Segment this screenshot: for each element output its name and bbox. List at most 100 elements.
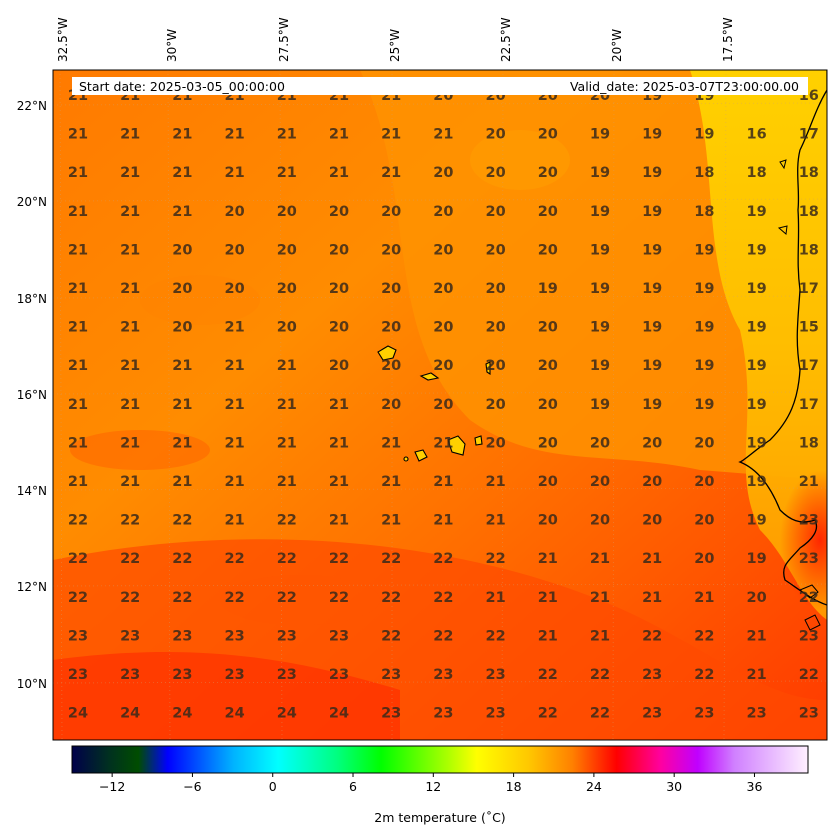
grid-value-r1-c2: 21 (172, 127, 192, 143)
colorbar-ticks: −12 −6 0 6 12 18 24 30 36 (99, 773, 763, 794)
grid-value-r14-c10: 21 (590, 628, 610, 644)
grid-value-r2-c0: 21 (68, 165, 88, 181)
grid-value-r12-c0: 22 (68, 551, 88, 567)
colorbar-tick-label-1: −6 (183, 779, 201, 794)
grid-value-r6-c10: 19 (590, 320, 610, 336)
grid-value-r10-c2: 21 (172, 474, 192, 490)
colorbar-tick-label-7: 30 (666, 779, 682, 794)
grid-value-r4-c4: 20 (277, 242, 297, 258)
grid-value-r16-c8: 23 (486, 706, 506, 722)
grid-value-r3-c0: 21 (68, 204, 88, 220)
grid-value-r16-c11: 23 (642, 706, 662, 722)
grid-value-r9-c4: 21 (277, 435, 297, 451)
grid-value-r2-c10: 19 (590, 165, 610, 181)
colorbar-tick-label-8: 36 (747, 779, 763, 794)
grid-value-r9-c5: 21 (329, 435, 349, 451)
grid-value-r1-c3: 21 (225, 127, 245, 143)
grid-value-r7-c13: 19 (747, 358, 767, 374)
colorbar-title: 2m temperature (˚C) (374, 810, 505, 825)
grid-value-r6-c3: 21 (225, 320, 245, 336)
grid-value-r14-c8: 22 (486, 628, 506, 644)
grid-value-r16-c4: 24 (277, 706, 297, 722)
grid-value-r9-c7: 21 (433, 435, 453, 451)
grid-value-r12-c8: 22 (486, 551, 506, 567)
colorbar-tick-label-6: 24 (586, 779, 602, 794)
grid-value-r15-c11: 23 (642, 667, 662, 683)
grid-value-r8-c14: 17 (799, 397, 819, 413)
grid-value-r6-c7: 20 (433, 320, 453, 336)
grid-value-r10-c9: 20 (538, 474, 558, 490)
colorbar-tick-label-0: −12 (99, 779, 125, 794)
grid-value-r8-c5: 21 (329, 397, 349, 413)
grid-value-r9-c8: 20 (486, 435, 506, 451)
grid-value-r5-c8: 20 (486, 281, 506, 297)
grid-value-r1-c5: 21 (329, 127, 349, 143)
map-field (53, 70, 827, 740)
grid-value-r2-c2: 21 (172, 165, 192, 181)
grid-value-r7-c1: 21 (120, 358, 140, 374)
grid-value-r8-c6: 20 (381, 397, 401, 413)
colorbar-tick-label-3: 6 (349, 779, 357, 794)
grid-value-r13-c8: 21 (486, 590, 506, 606)
grid-value-r9-c6: 21 (381, 435, 401, 451)
grid-value-r1-c9: 20 (538, 127, 558, 143)
lat-label-12n: 12°N (17, 580, 47, 594)
grid-value-r14-c9: 21 (538, 628, 558, 644)
grid-value-r14-c13: 21 (747, 628, 767, 644)
grid-value-r15-c3: 23 (225, 667, 245, 683)
grid-value-r8-c4: 21 (277, 397, 297, 413)
grid-value-r12-c1: 22 (120, 551, 140, 567)
grid-value-r16-c10: 22 (590, 706, 610, 722)
grid-value-r3-c11: 19 (642, 204, 662, 220)
grid-value-r2-c6: 21 (381, 165, 401, 181)
grid-value-r6-c11: 19 (642, 320, 662, 336)
grid-value-r7-c8: 20 (486, 358, 506, 374)
grid-value-r10-c11: 20 (642, 474, 662, 490)
grid-value-r8-c13: 19 (747, 397, 767, 413)
grid-value-r10-c13: 19 (747, 474, 767, 490)
grid-value-r9-c13: 19 (747, 435, 767, 451)
grid-value-r13-c2: 22 (172, 590, 192, 606)
grid-value-r2-c7: 20 (433, 165, 453, 181)
grid-value-r15-c4: 23 (277, 667, 297, 683)
grid-value-r4-c12: 19 (694, 242, 714, 258)
grid-value-r15-c13: 21 (747, 667, 767, 683)
grid-value-r5-c3: 20 (225, 281, 245, 297)
grid-value-r13-c10: 21 (590, 590, 610, 606)
grid-value-r4-c6: 20 (381, 242, 401, 258)
grid-value-r14-c2: 23 (172, 628, 192, 644)
grid-value-r11-c0: 22 (68, 513, 88, 529)
grid-value-r11-c2: 22 (172, 513, 192, 529)
grid-value-r8-c11: 19 (642, 397, 662, 413)
grid-value-r5-c7: 20 (433, 281, 453, 297)
lon-label-27-5w: 27.5°W (277, 17, 291, 62)
grid-value-r8-c10: 19 (590, 397, 610, 413)
grid-value-r14-c3: 23 (225, 628, 245, 644)
grid-value-r9-c2: 21 (172, 435, 192, 451)
lat-label-22n: 22°N (17, 99, 47, 113)
grid-value-r5-c11: 19 (642, 281, 662, 297)
grid-value-r5-c2: 20 (172, 281, 192, 297)
grid-value-r8-c0: 21 (68, 397, 88, 413)
grid-value-r16-c9: 22 (538, 706, 558, 722)
grid-value-r2-c13: 18 (747, 165, 767, 181)
grid-value-r3-c8: 20 (486, 204, 506, 220)
lon-label-25w: 25°W (388, 29, 402, 62)
grid-value-r9-c1: 21 (120, 435, 140, 451)
grid-value-r1-c1: 21 (120, 127, 140, 143)
grid-value-r9-c10: 20 (590, 435, 610, 451)
grid-value-r5-c9: 19 (538, 281, 558, 297)
grid-value-r3-c5: 20 (329, 204, 349, 220)
lat-label-10n: 10°N (17, 677, 47, 691)
grid-value-r1-c10: 19 (590, 127, 610, 143)
grid-value-r13-c9: 21 (538, 590, 558, 606)
grid-value-r8-c8: 20 (486, 397, 506, 413)
grid-value-r15-c6: 23 (381, 667, 401, 683)
grid-value-r1-c0: 21 (68, 127, 88, 143)
grid-value-r2-c3: 21 (225, 165, 245, 181)
grid-value-r10-c0: 21 (68, 474, 88, 490)
grid-value-r15-c12: 22 (694, 667, 714, 683)
date-banner-background (72, 77, 808, 95)
grid-value-r1-c12: 19 (694, 127, 714, 143)
grid-value-r6-c5: 20 (329, 320, 349, 336)
